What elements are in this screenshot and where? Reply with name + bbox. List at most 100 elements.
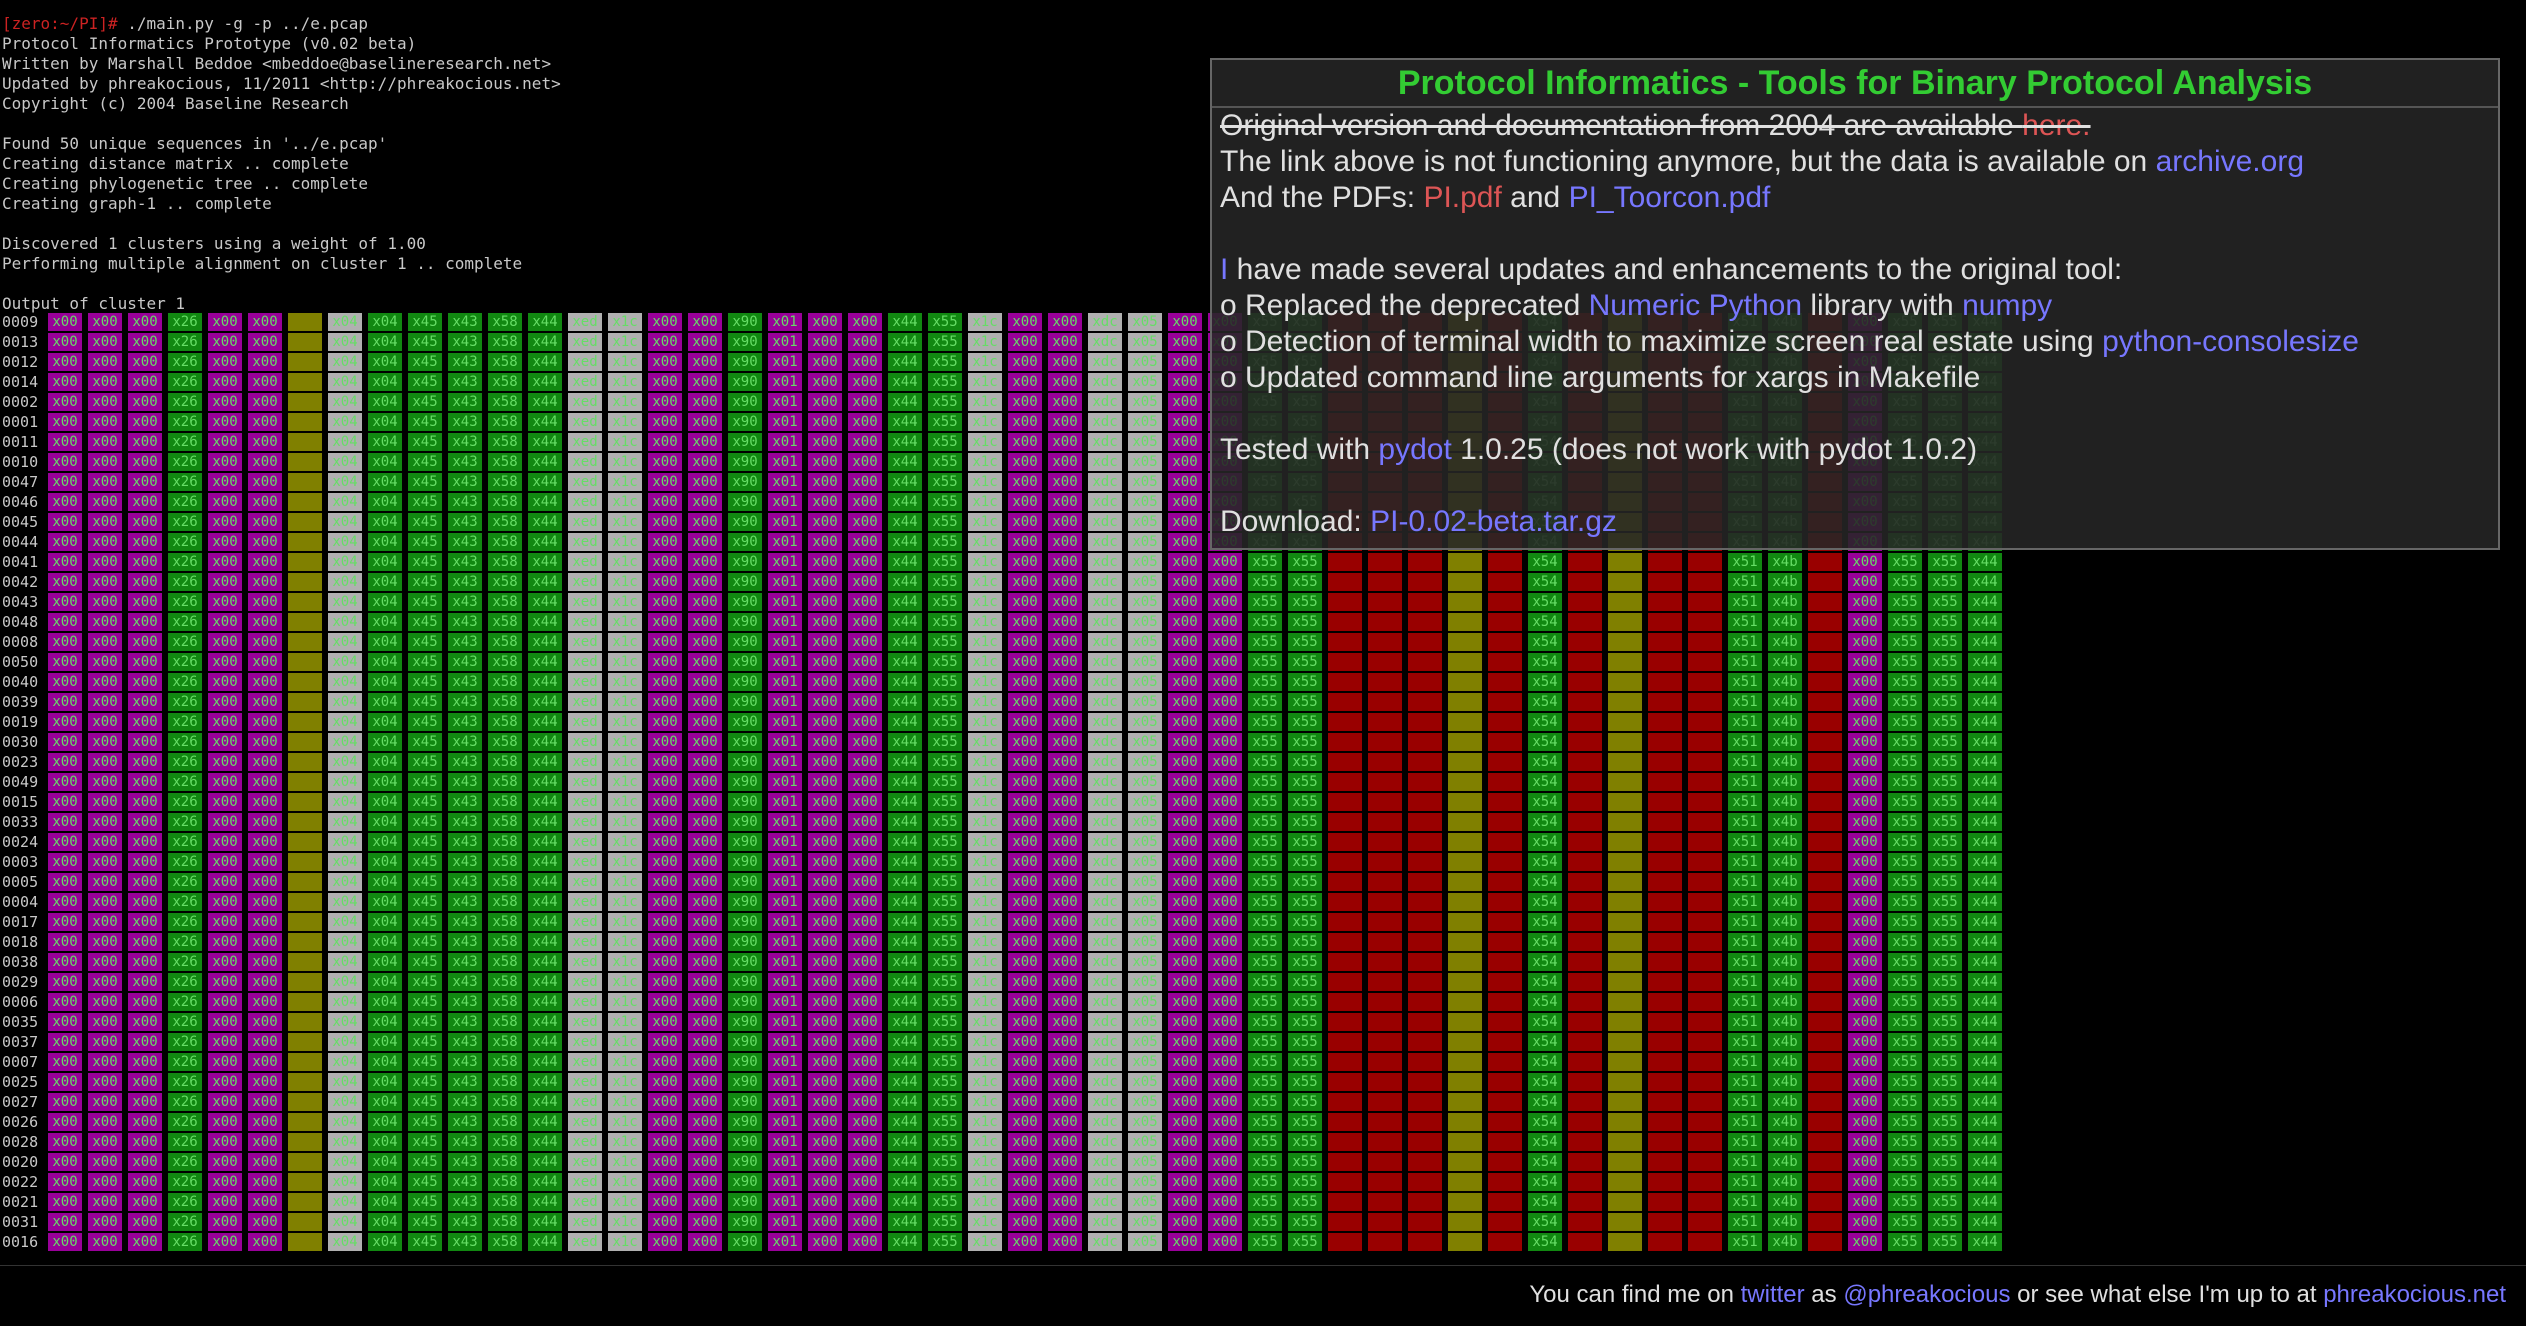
link[interactable]: pydot [1378, 433, 1452, 466]
hex-cell: xdc [1088, 393, 1122, 411]
hex-cell: x00 [1168, 1173, 1202, 1191]
hex-cell: x00 [248, 1193, 282, 1211]
hex-cell: x4b [1768, 1173, 1802, 1191]
hex-cell [1488, 1153, 1522, 1171]
hex-cell: x00 [1848, 1073, 1882, 1091]
hex-cell: x00 [208, 733, 242, 751]
hex-cell [1328, 673, 1362, 691]
hex-cell [1408, 713, 1442, 731]
hex-cell: x44 [528, 853, 562, 871]
hex-cell: x04 [368, 493, 402, 511]
hex-cell: x55 [1928, 853, 1962, 871]
hex-cell [1648, 1093, 1682, 1111]
link[interactable]: @phreakocious [1843, 1281, 2011, 1308]
hex-cell [1648, 873, 1682, 891]
hex-cell: x55 [928, 553, 962, 571]
hex-cell: x26 [168, 393, 202, 411]
link[interactable]: PI-0.02-beta.tar.gz [1370, 505, 1617, 538]
hex-cell [1688, 933, 1722, 951]
hex-cell: x55 [1928, 773, 1962, 791]
link[interactable]: PI_Toorcon.pdf [1568, 181, 1771, 214]
hex-cell [1448, 1173, 1482, 1191]
hex-cell: x00 [848, 1213, 882, 1231]
hex-cell: x00 [88, 1173, 122, 1191]
hex-cell [1488, 613, 1522, 631]
hex-cell: x58 [488, 813, 522, 831]
hex-cell: x00 [1048, 1193, 1082, 1211]
hex-cell: x00 [1008, 433, 1042, 451]
hex-cell [1328, 713, 1362, 731]
hex-cell: x00 [848, 373, 882, 391]
hex-cell: x00 [1168, 1193, 1202, 1211]
hex-cell: x00 [1848, 993, 1882, 1011]
link[interactable]: archive.org [2155, 145, 2304, 178]
hex-cell: xdc [1088, 1153, 1122, 1171]
hex-cell: x05 [1128, 593, 1162, 611]
hex-cell: x44 [528, 493, 562, 511]
hex-cell: x1c [608, 1193, 642, 1211]
link[interactable]: phreakocious.net [2323, 1281, 2506, 1308]
hex-cell [1368, 1033, 1402, 1051]
hex-cell [1328, 813, 1362, 831]
hex-cell: x58 [488, 673, 522, 691]
hex-cell: x05 [1128, 893, 1162, 911]
text: and [1501, 181, 1569, 214]
hex-cell: x45 [408, 573, 442, 591]
hex-cell: x45 [408, 1033, 442, 1051]
link[interactable]: Numeric Python [1588, 289, 1803, 322]
hex-cell: x55 [1888, 853, 1922, 871]
row-id: 0046 [2, 493, 39, 511]
hex-cell: x00 [1208, 853, 1242, 871]
link[interactable]: numpy [1962, 289, 2053, 322]
link[interactable]: here. [2022, 109, 2091, 142]
hex-cell: x04 [368, 353, 402, 371]
hex-cell [1488, 833, 1522, 851]
hex-cell: xed [568, 1053, 602, 1071]
hex-cell: x00 [1208, 693, 1242, 711]
hex-cell: xed [568, 753, 602, 771]
hex-cell [1648, 1193, 1682, 1211]
text: o Updated command line arguments for xar… [1220, 361, 1981, 394]
link[interactable]: python-consolesize [2102, 325, 2359, 358]
hex-cell: x00 [1008, 1073, 1042, 1091]
hex-cell: x55 [1888, 693, 1922, 711]
hex-cell: x4b [1768, 893, 1802, 911]
hex-cell [288, 313, 322, 331]
hex-cell: x00 [808, 433, 842, 451]
hex-cell [1648, 1173, 1682, 1191]
hex-cell: x51 [1728, 1113, 1762, 1131]
hex-cell: x00 [1168, 1053, 1202, 1071]
hex-cell: x00 [88, 1113, 122, 1131]
hex-cell: x04 [328, 913, 362, 931]
hex-cell: x55 [1888, 1173, 1922, 1191]
hex-cell: x05 [1128, 1233, 1162, 1251]
hex-cell: x00 [1048, 393, 1082, 411]
hex-cell: x05 [1128, 813, 1162, 831]
hex-cell: x00 [48, 593, 82, 611]
hex-cell: x55 [1248, 713, 1282, 731]
hex-cell [1328, 693, 1362, 711]
hex-cell: x58 [488, 1073, 522, 1091]
hex-cell [1648, 853, 1682, 871]
hex-cell: x00 [1208, 953, 1242, 971]
hex-cell: x00 [648, 373, 682, 391]
link[interactable]: PI.pdf [1423, 181, 1502, 214]
hex-cell: x55 [1888, 593, 1922, 611]
hex-cell [1688, 653, 1722, 671]
hex-cell: x1c [608, 993, 642, 1011]
hex-cell: x00 [1008, 1193, 1042, 1211]
row-id: 0041 [2, 553, 39, 571]
hex-cell: x00 [688, 373, 722, 391]
hex-cell: xdc [1088, 693, 1122, 711]
hex-cell: x00 [208, 953, 242, 971]
hex-cell: x51 [1728, 1013, 1762, 1031]
hex-cell: x55 [928, 773, 962, 791]
hex-cell: x44 [888, 373, 922, 391]
row-id: 0014 [2, 373, 39, 391]
hex-cell: x01 [768, 933, 802, 951]
link[interactable]: twitter [1740, 1281, 1805, 1308]
hex-cell: x00 [688, 593, 722, 611]
hex-cell: x04 [368, 733, 402, 751]
hex-cell: x00 [88, 513, 122, 531]
hex-cell [288, 1073, 322, 1091]
